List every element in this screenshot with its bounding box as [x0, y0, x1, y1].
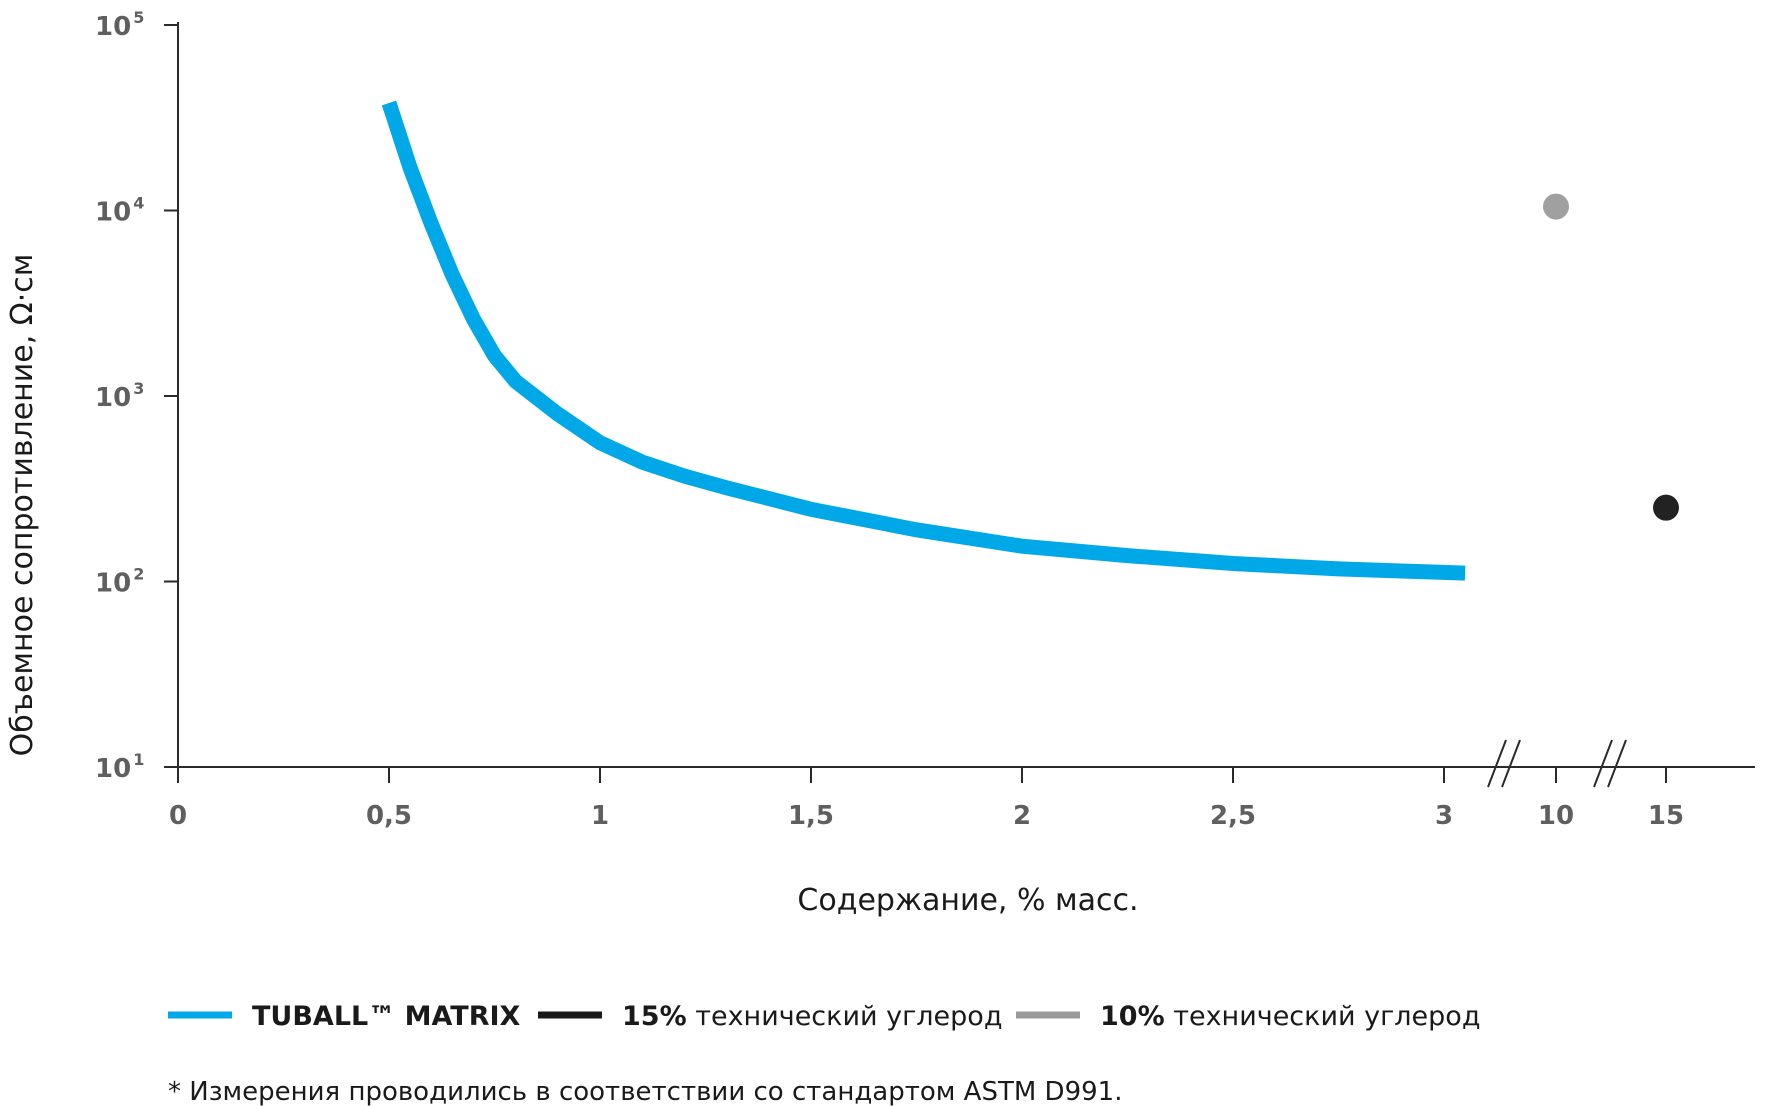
- axes: [177, 22, 1755, 768]
- legend-item: 15% технический углерод: [538, 1001, 1003, 1032]
- axis-breaks: [1487, 739, 1627, 788]
- y-axis-title: Объемное сопротивление, Ω·см: [5, 254, 40, 757]
- y-tick-label: 10 4: [95, 194, 144, 228]
- x-tick-label: 10: [1538, 801, 1574, 831]
- y-tick-label: 10 5: [95, 8, 144, 42]
- series-line-tuball-matrix: [381, 100, 1466, 581]
- data-point: [1543, 193, 1569, 220]
- y-tick-label: 10 2: [95, 565, 144, 599]
- break-slash: [1487, 739, 1507, 788]
- break-slash: [1607, 739, 1627, 788]
- y-tick-label: 10 3: [95, 379, 144, 413]
- x-tick-label: 2: [1013, 801, 1031, 831]
- x-tick-label: 3: [1435, 801, 1453, 831]
- x-tick-label: 0: [169, 801, 187, 831]
- legend-item: 10% технический углерод: [1016, 1001, 1481, 1032]
- footnote: * Измерения проводились в соответствии с…: [168, 1077, 1122, 1106]
- series-layer: [381, 100, 1679, 581]
- axis-break-mark: [1593, 739, 1627, 788]
- x-tick-label: 0,5: [366, 801, 412, 831]
- legend-label: TUBALL™ MATRIX: [252, 1001, 521, 1032]
- x-tick-label: 1,5: [788, 801, 834, 831]
- x-tick-label: 1: [591, 801, 609, 831]
- y-tick-label: 10 1: [95, 750, 144, 784]
- legend-item: TUBALL™ MATRIX: [168, 1001, 521, 1032]
- x-tick-label: 2,5: [1210, 801, 1256, 831]
- x-tick-label: 15: [1648, 801, 1684, 831]
- break-slash: [1593, 739, 1613, 788]
- x-ticks: 0 0,5 1 1,5 2 2,5 3 10 15: [169, 767, 1684, 831]
- data-point: [1653, 494, 1679, 521]
- legend-label: 10% технический углерод: [1100, 1001, 1481, 1032]
- legend: TUBALL™ MATRIX 15% технический углерод 10%…: [168, 1001, 1481, 1032]
- axis-break-mark: [1487, 739, 1521, 788]
- x-axis-title: Содержание, % масс.: [797, 883, 1138, 918]
- break-slash: [1501, 739, 1521, 788]
- legend-label: 15% технический углерод: [622, 1001, 1003, 1032]
